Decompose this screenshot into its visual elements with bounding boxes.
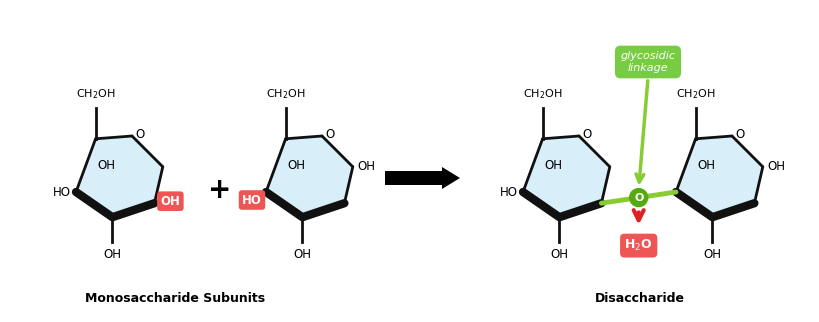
Text: O: O xyxy=(325,128,334,140)
FancyArrow shape xyxy=(385,167,460,189)
Text: OH: OH xyxy=(550,248,568,261)
Text: OH: OH xyxy=(767,160,785,173)
Text: O: O xyxy=(582,128,591,140)
Text: OH: OH xyxy=(545,159,563,172)
Text: OH: OH xyxy=(293,248,311,261)
Polygon shape xyxy=(266,136,353,217)
Text: OH: OH xyxy=(103,248,121,261)
Circle shape xyxy=(630,189,648,207)
Text: +: + xyxy=(208,176,232,204)
Text: O: O xyxy=(135,128,144,140)
Text: OH: OH xyxy=(698,159,716,172)
Text: CH$_2$OH: CH$_2$OH xyxy=(76,87,115,101)
Text: OH: OH xyxy=(97,159,115,172)
Text: OH: OH xyxy=(161,195,180,208)
Text: OH: OH xyxy=(358,160,376,173)
Text: HO: HO xyxy=(53,185,71,198)
Text: OH: OH xyxy=(287,159,305,172)
Text: HO: HO xyxy=(242,194,262,206)
Text: glycosidic
linkage: glycosidic linkage xyxy=(621,51,676,73)
Text: CH$_2$OH: CH$_2$OH xyxy=(676,87,715,101)
Text: O: O xyxy=(735,128,744,140)
Text: CH$_2$OH: CH$_2$OH xyxy=(266,87,305,101)
Text: HO: HO xyxy=(500,185,518,198)
Text: Disaccharide: Disaccharide xyxy=(595,291,685,305)
Text: OH: OH xyxy=(704,248,722,261)
Polygon shape xyxy=(76,136,163,217)
Text: O: O xyxy=(634,193,644,203)
Polygon shape xyxy=(676,136,762,217)
Text: H$_2$O: H$_2$O xyxy=(624,238,653,253)
Text: Monosaccharide Subunits: Monosaccharide Subunits xyxy=(85,291,265,305)
Text: CH$_2$OH: CH$_2$OH xyxy=(523,87,563,101)
Polygon shape xyxy=(523,136,610,217)
